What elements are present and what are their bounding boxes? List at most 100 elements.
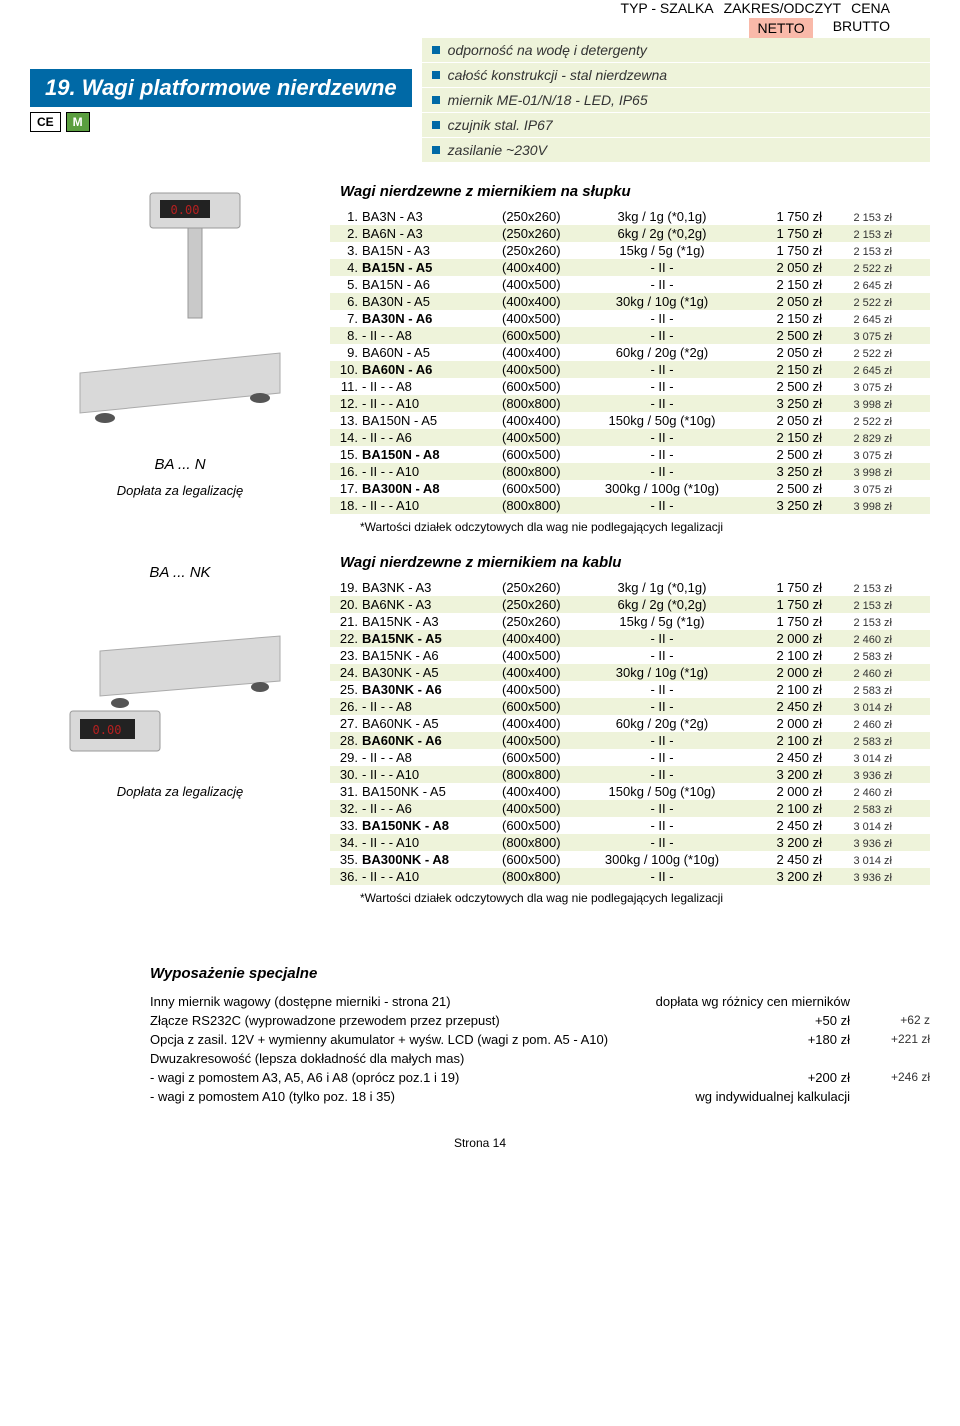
row-dim: (400x400) xyxy=(502,345,582,360)
row-num: 6. xyxy=(332,294,358,309)
scale-column-image: 0.00 xyxy=(50,183,310,443)
equip-brutto xyxy=(850,1051,930,1066)
row-num: 17. xyxy=(332,481,358,496)
row-model: BA15N - A5 xyxy=(362,260,502,275)
row-dim: (400x400) xyxy=(502,413,582,428)
price-row: 26.- II - - A8(600x500)- II -2 450 zł3 0… xyxy=(330,698,930,715)
row-netto: 2 050 zł xyxy=(742,260,822,275)
row-brutto: 2 460 zł xyxy=(822,787,892,799)
cert-badges: CE M xyxy=(30,112,412,132)
row-range: - II - xyxy=(582,682,742,697)
row-model: BA15NK - A5 xyxy=(362,631,502,646)
row-brutto: 3 936 zł xyxy=(822,838,892,850)
row-model: BA60NK - A5 xyxy=(362,716,502,731)
price-row: 3.BA15N - A3(250x260)15kg / 5g (*1g)1 75… xyxy=(330,242,930,259)
row-brutto: 2 460 zł xyxy=(822,719,892,731)
price-row: 22.BA15NK - A5(400x400)- II -2 000 zł2 4… xyxy=(330,630,930,647)
row-netto: 2 500 zł xyxy=(742,379,822,394)
row-brutto: 2 645 zł xyxy=(822,365,892,377)
row-range: - II - xyxy=(582,498,742,513)
row-range: - II - xyxy=(582,648,742,663)
price-row: 24.BA30NK - A5(400x400)30kg / 10g (*1g)2… xyxy=(330,664,930,681)
row-range: - II - xyxy=(582,835,742,850)
row-range: 15kg / 5g (*1g) xyxy=(582,614,742,629)
row-dim: (250x260) xyxy=(502,614,582,629)
col-type: TYP - SZALKA xyxy=(621,0,714,16)
row-brutto: 2 583 zł xyxy=(822,804,892,816)
row-netto: 1 750 zł xyxy=(742,226,822,241)
price-row: 17.BA300N - A8(600x500)300kg / 100g (*10… xyxy=(330,480,930,497)
row-dim: (400x500) xyxy=(502,733,582,748)
equip-price: wg indywidualnej kalkulacji xyxy=(650,1089,850,1104)
row-brutto: 2 522 zł xyxy=(822,348,892,360)
row-model: BA150N - A5 xyxy=(362,413,502,428)
equip-row: Inny miernik wagowy (dostępne mierniki -… xyxy=(150,992,930,1011)
row-dim: (800x800) xyxy=(502,464,582,479)
footnote: *Wartości działek odczytowych dla wag ni… xyxy=(360,520,930,534)
row-brutto: 2 522 zł xyxy=(822,263,892,275)
page-number: Strona 14 xyxy=(30,1136,930,1150)
row-model: - II - - A10 xyxy=(362,464,502,479)
row-model: BA300N - A8 xyxy=(362,481,502,496)
row-num: 15. xyxy=(332,447,358,462)
row-num: 1. xyxy=(332,209,358,224)
equip-price: +180 zł xyxy=(650,1032,850,1047)
row-num: 32. xyxy=(332,801,358,816)
row-model: - II - - A8 xyxy=(362,750,502,765)
row-model: BA6NK - A3 xyxy=(362,597,502,612)
row-dim: (800x800) xyxy=(502,869,582,884)
row-num: 8. xyxy=(332,328,358,343)
price-row: 12.- II - - A10(800x800)- II -3 250 zł3 … xyxy=(330,395,930,412)
price-row: 29.- II - - A8(600x500)- II -2 450 zł3 0… xyxy=(330,749,930,766)
row-model: - II - - A8 xyxy=(362,328,502,343)
row-dim: (250x260) xyxy=(502,209,582,224)
row-dim: (600x500) xyxy=(502,328,582,343)
row-brutto: 2 645 zł xyxy=(822,314,892,326)
equip-desc: - wagi z pomostem A10 (tylko poz. 18 i 3… xyxy=(150,1089,650,1104)
row-range: - II - xyxy=(582,260,742,275)
price-row: 21.BA15NK - A3(250x260)15kg / 5g (*1g)1 … xyxy=(330,613,930,630)
equip-row: Opcja z zasil. 12V + wymienny akumulator… xyxy=(150,1030,930,1049)
row-netto: 2 450 zł xyxy=(742,818,822,833)
price-row: 30.- II - - A10(800x800)- II -3 200 zł3 … xyxy=(330,766,930,783)
row-dim: (400x400) xyxy=(502,665,582,680)
row-netto: 1 750 zł xyxy=(742,209,822,224)
row-model: BA30NK - A6 xyxy=(362,682,502,697)
row-dim: (400x500) xyxy=(502,311,582,326)
row-num: 33. xyxy=(332,818,358,833)
model-label: BA ... NK xyxy=(30,564,330,581)
equip-brutto: +62 z xyxy=(850,1013,930,1028)
row-range: - II - xyxy=(582,277,742,292)
row-netto: 2 050 zł xyxy=(742,413,822,428)
row-brutto: 2 153 zł xyxy=(822,583,892,595)
row-brutto: 3 014 zł xyxy=(822,855,892,867)
row-dim: (400x500) xyxy=(502,362,582,377)
row-brutto: 2 460 zł xyxy=(822,634,892,646)
row-num: 18. xyxy=(332,498,358,513)
row-dim: (400x400) xyxy=(502,784,582,799)
row-dim: (400x500) xyxy=(502,277,582,292)
row-netto: 3 250 zł xyxy=(742,464,822,479)
row-range: - II - xyxy=(582,750,742,765)
row-range: - II - xyxy=(582,733,742,748)
row-brutto: 3 014 zł xyxy=(822,753,892,765)
row-netto: 3 200 zł xyxy=(742,835,822,850)
row-dim: (400x500) xyxy=(502,430,582,445)
row-dim: (800x800) xyxy=(502,835,582,850)
price-row: 31.BA150NK - A5(400x400)150kg / 50g (*10… xyxy=(330,783,930,800)
row-dim: (600x500) xyxy=(502,379,582,394)
price-row: 20.BA6NK - A3(250x260)6kg / 2g (*0,2g)1 … xyxy=(330,596,930,613)
price-row: 13.BA150N - A5(400x400)150kg / 50g (*10g… xyxy=(330,412,930,429)
brutto-label: BRUTTO xyxy=(833,18,890,38)
equip-brutto xyxy=(850,1089,930,1104)
row-range: - II - xyxy=(582,464,742,479)
section-title: Wagi nierdzewne z miernikiem na kablu xyxy=(340,554,930,571)
price-row: 5.BA15N - A6(400x500)- II -2 150 zł2 645… xyxy=(330,276,930,293)
price-row: 25.BA30NK - A6(400x500)- II -2 100 zł2 5… xyxy=(330,681,930,698)
row-netto: 2 000 zł xyxy=(742,631,822,646)
row-range: - II - xyxy=(582,801,742,816)
row-range: - II - xyxy=(582,396,742,411)
row-range: 30kg / 10g (*1g) xyxy=(582,294,742,309)
row-dim: (800x800) xyxy=(502,767,582,782)
col-range: ZAKRES/ODCZYT xyxy=(724,0,841,16)
